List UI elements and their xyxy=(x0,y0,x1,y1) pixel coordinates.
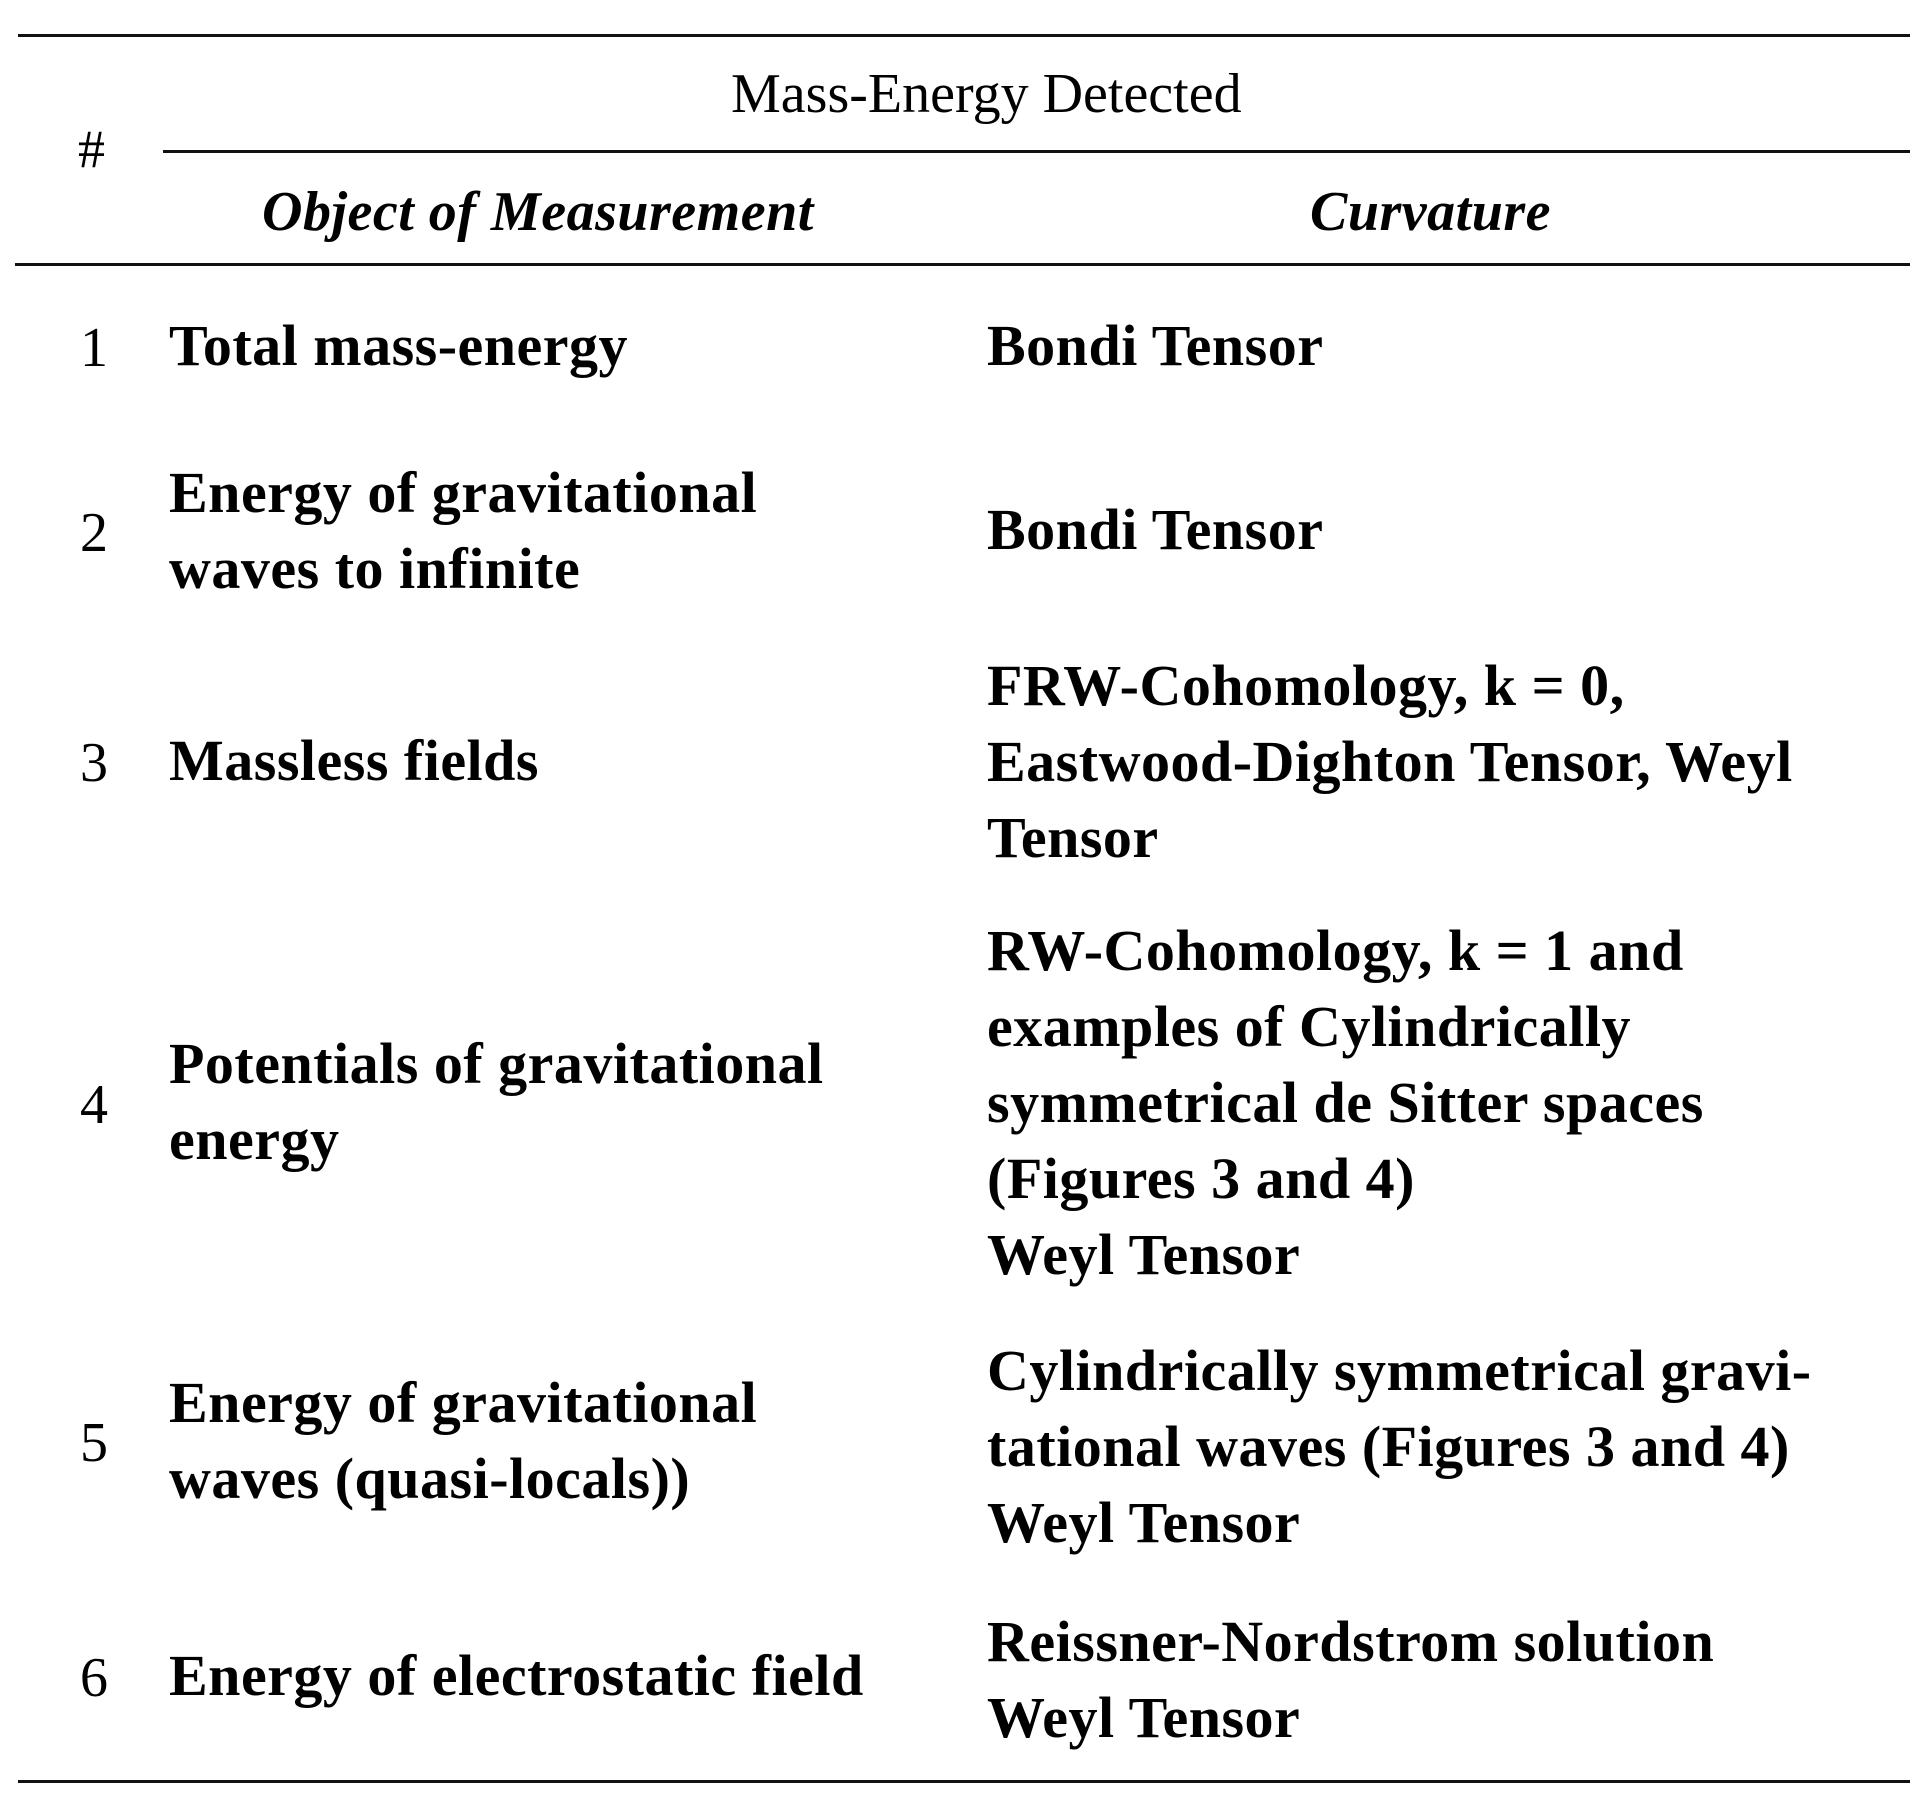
group-header-mass-energy: Mass-Energy Detected xyxy=(731,63,1242,125)
object-line: Total mass-energy xyxy=(169,313,629,378)
curvature-line: tational waves (Figures 3 and 4) xyxy=(987,1414,1790,1479)
curvature-line: symmetrical de Sitter spaces xyxy=(987,1070,1704,1135)
curvature-line: FRW-Cohomology, k = 0, xyxy=(987,653,1625,718)
object-line: energy xyxy=(169,1107,340,1172)
curvature-cell: RW-Cohomology, k = 1 and examples of Cyl… xyxy=(987,913,1917,1293)
object-cell: Massless fields xyxy=(169,723,969,799)
top-rule xyxy=(18,34,1910,37)
curvature-line: Reissner-Nordstrom solution xyxy=(987,1609,1715,1674)
object-line: waves (quasi-locals)) xyxy=(169,1446,691,1511)
curvature-cell: Bondi Tensor xyxy=(987,492,1917,568)
curvature-cell: Cylindrically symmetrical gravi- tationa… xyxy=(987,1333,1917,1561)
curvature-line: Eastwood-Dighton Tensor, Weyl xyxy=(987,729,1793,794)
curvature-cell: Bondi Tensor xyxy=(987,308,1917,384)
curvature-line: Weyl Tensor xyxy=(987,1222,1301,1287)
curvature-line: RW-Cohomology, k = 1 and xyxy=(987,918,1684,983)
object-cell: Total mass-energy xyxy=(169,308,969,384)
object-line: waves to infinite xyxy=(169,536,581,601)
object-cell: Potentials of gravitational energy xyxy=(169,1026,969,1178)
row-number: 6 xyxy=(80,1647,108,1709)
curvature-line: Bondi Tensor xyxy=(987,497,1324,562)
object-cell: Energy of gravitational waves (quasi-loc… xyxy=(169,1365,969,1517)
group-rule xyxy=(163,150,1910,153)
object-line: Energy of gravitational xyxy=(169,1370,758,1435)
curvature-line: examples of Cylindrically xyxy=(987,994,1632,1059)
curvature-line: Bondi Tensor xyxy=(987,313,1324,378)
number-column-header: # xyxy=(78,119,105,179)
row-number: 5 xyxy=(80,1412,108,1474)
table-bottom-rule xyxy=(18,1780,1910,1783)
curvature-line: Weyl Tensor xyxy=(987,1685,1301,1750)
curvature-line: Weyl Tensor xyxy=(987,1490,1301,1555)
curvature-line: Tensor xyxy=(987,805,1159,870)
column-header-object: Object of Measurement xyxy=(262,181,814,243)
object-line: Potentials of gravitational xyxy=(169,1031,824,1096)
row-number: 3 xyxy=(80,732,108,794)
object-cell: Energy of electrostatic field xyxy=(169,1638,969,1714)
object-cell: Energy of gravitational waves to infinit… xyxy=(169,455,969,607)
object-line: Energy of electrostatic field xyxy=(169,1643,864,1708)
header-bottom-rule xyxy=(15,263,1910,266)
row-number: 1 xyxy=(80,317,108,379)
row-number: 4 xyxy=(80,1074,108,1136)
column-header-curvature: Curvature xyxy=(1310,181,1551,243)
row-number: 2 xyxy=(80,502,108,564)
curvature-line: (Figures 3 and 4) xyxy=(987,1146,1415,1211)
object-line: Energy of gravitational xyxy=(169,460,758,525)
curvature-line: Cylindrically symmetrical gravi- xyxy=(987,1338,1812,1403)
object-line: Massless fields xyxy=(169,728,539,793)
curvature-cell: FRW-Cohomology, k = 0, Eastwood-Dighton … xyxy=(987,648,1917,876)
curvature-cell: Reissner-Nordstrom solution Weyl Tensor xyxy=(987,1604,1917,1756)
